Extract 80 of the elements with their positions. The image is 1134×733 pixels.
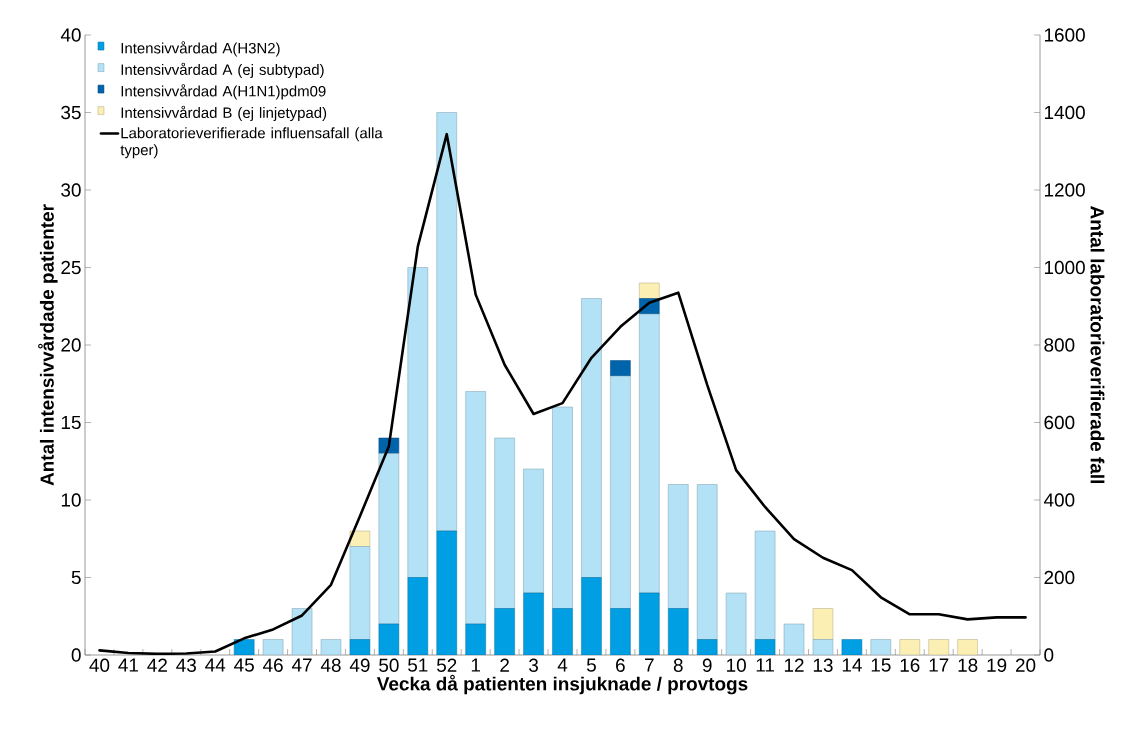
y2-tick-label: 400 <box>1043 493 1075 507</box>
x-tick-label: 19 <box>987 658 1007 672</box>
x-tick-label: 14 <box>842 658 862 672</box>
y2-tick-label: 0 <box>1044 648 1054 662</box>
x-tick-label: 8 <box>673 658 683 672</box>
x-tick-label: 1 <box>471 658 481 672</box>
bar <box>436 112 457 532</box>
x-tick-label: 2 <box>500 658 509 672</box>
x-tick-label: 9 <box>702 658 712 672</box>
x-tick-label: 41 <box>118 658 138 672</box>
bar <box>668 484 689 609</box>
y-tick-label: 20 <box>61 338 81 352</box>
x-tick-label: 42 <box>147 658 167 672</box>
bar <box>494 437 515 609</box>
bar <box>610 360 631 377</box>
bar <box>552 608 573 655</box>
bar <box>581 298 602 578</box>
y2-tick-label: 1000 <box>1044 260 1085 275</box>
x-tick-label: 48 <box>320 658 341 672</box>
x-tick-label: 20 <box>1015 658 1036 672</box>
x-tick-label: 10 <box>727 658 746 672</box>
bar <box>696 484 718 640</box>
bar <box>436 530 457 655</box>
bar <box>581 577 602 655</box>
y-tick-label: 0 <box>71 648 81 662</box>
legend-label: Intensivvårdad A(H1N1)pdm09 <box>121 84 326 100</box>
x-tick-label: 7 <box>645 658 654 672</box>
x-tick-label: 43 <box>176 658 196 672</box>
y2-tick-label: 1400 <box>1044 105 1085 120</box>
x-tick-label: 40 <box>89 658 110 672</box>
x-tick-label: 49 <box>349 658 370 672</box>
bar <box>494 608 515 655</box>
bar <box>610 375 631 609</box>
x-tick-label: 51 <box>408 658 428 672</box>
y-tick-label: 25 <box>61 260 81 275</box>
x-tick-label: 3 <box>529 658 538 672</box>
bar <box>639 313 660 594</box>
x-tick-label: 4 <box>557 658 568 672</box>
y2-tick-label: 200 <box>1044 570 1075 585</box>
x-tick-label: 45 <box>234 658 254 672</box>
legend-label: Laboratorieverifierade influensafall (alla typer) <box>120 127 383 159</box>
bar <box>465 391 486 625</box>
x-tick-label: 50 <box>379 658 399 672</box>
x-tick-label: 11 <box>756 658 774 672</box>
x-tick-label: 52 <box>436 658 457 672</box>
bar <box>668 608 689 655</box>
y-tick-label: 5 <box>71 570 81 585</box>
bar <box>552 406 573 609</box>
x-tick-label: 18 <box>958 658 978 672</box>
y2-tick-label: 1200 <box>1044 183 1085 197</box>
x-tick-label: 16 <box>900 658 920 672</box>
y2-tick-label: 800 <box>1044 338 1075 352</box>
x-tick-label: 13 <box>813 658 833 672</box>
y-axis-title: Antal intensivvårdade patienter <box>38 204 58 486</box>
x-tick-label: 12 <box>784 658 804 672</box>
y-tick-label: 10 <box>61 493 81 507</box>
x-tick-label: 17 <box>929 658 949 672</box>
y2-axis-title: Antal laboratorieverifierade fall <box>1090 206 1105 484</box>
bar <box>639 592 660 655</box>
x-tick-label: 15 <box>871 658 891 672</box>
x-tick-label: 47 <box>291 658 312 672</box>
bar <box>523 592 544 655</box>
bar <box>610 608 631 655</box>
x-tick-label: 44 <box>205 658 226 672</box>
legend-label: Intensivvårdad A (ej subtypad) <box>121 62 324 78</box>
x-axis-title: Vecka då patienten insjuknade / provtogs <box>376 674 748 695</box>
legend-label: Intensivvårdad B (ej linjetypad) <box>121 105 327 121</box>
bar <box>523 468 544 594</box>
y2-tick-label: 1600 <box>1044 28 1085 42</box>
legend-label: Intensivvårdad A(H3N2) <box>121 41 280 57</box>
y-tick-label: 15 <box>61 415 81 430</box>
y-tick-label: 30 <box>61 183 81 197</box>
y2-tick-label: 600 <box>1044 415 1075 430</box>
x-tick-label: 6 <box>616 658 625 672</box>
x-tick-label: 5 <box>586 658 596 672</box>
x-tick-label: 46 <box>263 658 283 672</box>
y-tick-label: 40 <box>60 28 81 42</box>
bar <box>407 577 429 655</box>
bar <box>407 267 429 578</box>
y-tick-label: 35 <box>61 105 81 120</box>
